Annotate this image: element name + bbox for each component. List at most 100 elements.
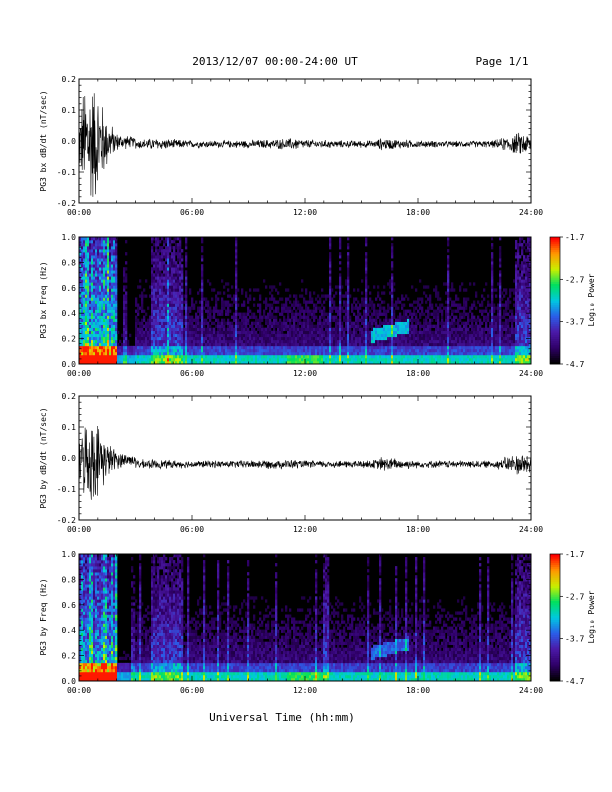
- spectrogram-cell: [411, 357, 414, 362]
- spectrogram-cell: [405, 315, 408, 319]
- spectrogram-cell: [407, 321, 410, 325]
- spectrogram-cell: [377, 339, 380, 344]
- spectrogram-cell: [221, 321, 224, 325]
- spectrogram-cell: [375, 360, 378, 365]
- spectrogram-cell: [261, 354, 264, 359]
- spectrogram-cell: [387, 321, 390, 325]
- spectrogram-cell: [113, 348, 116, 353]
- spectrogram-cell: [151, 279, 154, 283]
- spectrogram-cell: [375, 312, 378, 316]
- spectrogram-cell: [411, 321, 414, 325]
- spectrogram-cell: [421, 345, 424, 350]
- spectrogram-cell: [445, 351, 448, 356]
- spectrogram-cell: [391, 291, 394, 295]
- spectrogram-cell: [233, 351, 236, 356]
- spectrogram-cell: [155, 357, 158, 362]
- spectrogram-cell: [383, 345, 386, 350]
- spectrogram-cell: [391, 303, 394, 307]
- spectrogram-cell: [201, 324, 204, 329]
- spectrogram-cell: [89, 306, 92, 310]
- spectrogram-cell: [189, 360, 192, 365]
- spectrogram-cell: [249, 333, 252, 338]
- spectrogram-cell: [83, 354, 86, 359]
- spectrogram-cell: [127, 354, 130, 359]
- spectrogram-cell: [159, 291, 162, 295]
- spectrogram-cell: [281, 309, 284, 313]
- spectrogram-cell: [443, 306, 446, 310]
- spectrogram-cell: [359, 342, 362, 347]
- spectrogram-cell: [295, 297, 298, 301]
- spectrogram-cell: [365, 330, 368, 335]
- spectrogram-cell: [85, 276, 88, 280]
- spectrogram-cell: [101, 303, 104, 307]
- spectrogram-cell: [321, 348, 324, 353]
- spectrogram-cell: [159, 360, 162, 365]
- spectrogram-cell: [249, 336, 252, 341]
- spectrogram-cell: [119, 348, 122, 353]
- spectrogram-cell: [431, 306, 434, 310]
- spectrogram-cell: [397, 297, 400, 301]
- spectrogram-cell: [335, 360, 338, 365]
- spectrogram-cell: [425, 294, 428, 298]
- spectrogram-cell: [471, 333, 474, 338]
- spectrogram-cell: [425, 318, 428, 322]
- spectrogram-cell: [391, 300, 394, 304]
- spectrogram-cell: [187, 354, 190, 359]
- spectrogram-cell: [147, 336, 150, 341]
- spectrogram-cell: [93, 348, 96, 353]
- spectrogram-cell: [91, 324, 94, 329]
- spectrogram-cell: [377, 294, 380, 298]
- spectrogram-cell: [325, 294, 328, 298]
- spectrogram-cell: [377, 303, 380, 307]
- spectrogram-cell: [107, 237, 110, 241]
- spectrogram-cell: [95, 294, 98, 298]
- spectrogram-cell: [229, 309, 232, 313]
- spectrogram-cell: [353, 306, 356, 310]
- spectrogram-cell: [449, 357, 452, 362]
- spectrogram-cell: [167, 351, 170, 356]
- spectrogram-cell: [211, 309, 214, 313]
- spectrogram-cell: [89, 309, 92, 313]
- spectrogram-cell: [425, 360, 428, 365]
- spectrogram-cell: [89, 282, 92, 286]
- spectrogram-cell: [367, 348, 370, 353]
- spectrogram-cell: [89, 348, 92, 353]
- spectrogram-cell: [125, 345, 128, 350]
- spectrogram-cell: [451, 288, 454, 292]
- spectrogram-cell: [159, 306, 162, 310]
- spectrogram-cell: [347, 324, 350, 329]
- spectrogram-cell: [199, 351, 202, 356]
- spectrogram-cell: [225, 342, 228, 347]
- spectrogram-cell: [87, 339, 90, 344]
- spectrogram-cell: [347, 288, 350, 292]
- spectrogram-cell: [181, 357, 184, 362]
- spectrogram-cell: [175, 261, 178, 265]
- spectrogram-cell: [107, 243, 110, 247]
- spectrogram-cell: [243, 342, 246, 347]
- spectrogram-cell: [213, 345, 216, 350]
- spectrogram-cell: [359, 357, 362, 362]
- spectrogram-cell: [161, 327, 164, 332]
- spectrogram-cell: [299, 351, 302, 356]
- spectrogram-cell: [483, 351, 486, 356]
- spectrogram-cell: [277, 291, 280, 295]
- spectrogram-cell: [149, 360, 152, 365]
- spectrogram-cell: [99, 360, 102, 365]
- spectrogram-cell: [207, 306, 210, 310]
- spectrogram-cell: [167, 318, 170, 322]
- spectrogram-cell: [309, 297, 312, 301]
- spectrogram-cell: [103, 258, 106, 262]
- spectrogram-cell: [271, 324, 274, 329]
- spectrogram-cell: [483, 333, 486, 338]
- spectrogram-cell: [155, 273, 158, 277]
- spectrogram-cell: [107, 312, 110, 316]
- spectrogram-cell: [411, 336, 414, 341]
- spectrogram-cell: [219, 321, 222, 325]
- spectrogram-cell: [91, 342, 94, 347]
- spectrogram-cell: [471, 312, 474, 316]
- spectrogram-cell: [97, 261, 100, 265]
- spectrogram-cell: [411, 351, 414, 356]
- spectrogram-cell: [433, 312, 436, 316]
- spectrogram-cell: [239, 351, 242, 356]
- spectrogram-cell: [347, 339, 350, 344]
